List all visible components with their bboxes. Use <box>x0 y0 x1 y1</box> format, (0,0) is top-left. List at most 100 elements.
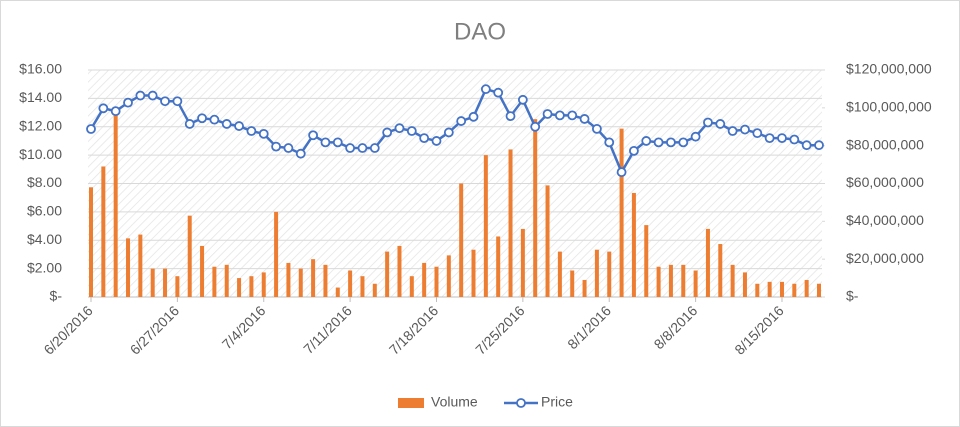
bar <box>705 228 710 297</box>
price-marker <box>727 126 738 136</box>
price-marker <box>431 136 442 146</box>
y2-tick-label: $- <box>846 288 859 304</box>
bar <box>286 262 291 297</box>
y2-tick-label: $60,000,000 <box>846 174 924 190</box>
price-marker <box>641 136 652 146</box>
bar <box>520 228 525 297</box>
price-marker <box>666 137 676 148</box>
price-marker <box>604 137 615 148</box>
bar <box>767 281 772 297</box>
price-marker <box>530 121 541 132</box>
bar <box>89 187 93 297</box>
price-marker <box>382 127 393 138</box>
y-tick-label: $- <box>50 288 63 304</box>
price-marker <box>246 126 257 136</box>
y-tick-label: $12.00 <box>19 117 62 133</box>
bar <box>422 262 427 297</box>
bar <box>335 287 340 297</box>
bar <box>224 264 229 297</box>
bar <box>298 268 303 297</box>
price-marker <box>271 141 281 152</box>
bar <box>249 276 254 297</box>
bar <box>150 268 155 297</box>
bar <box>323 264 328 297</box>
y-tick-label: $6.00 <box>27 203 62 219</box>
bar <box>792 283 797 297</box>
y-tick-label: $4.00 <box>27 231 62 247</box>
bar <box>261 272 266 297</box>
y-tick-label: $2.00 <box>27 259 62 275</box>
bar <box>656 266 661 297</box>
price-marker <box>197 113 207 124</box>
price-marker <box>123 97 133 108</box>
bar <box>311 259 316 297</box>
price-marker <box>517 94 528 105</box>
bar <box>570 270 575 297</box>
bar <box>397 245 402 297</box>
legend-label: Price <box>541 394 573 410</box>
price-marker <box>406 126 417 136</box>
bar <box>237 278 242 297</box>
price-marker <box>147 90 158 101</box>
price-marker <box>814 140 824 151</box>
bar <box>742 272 747 297</box>
y-tick-label: $8.00 <box>27 174 62 190</box>
bar <box>496 236 501 297</box>
y2-tick-label: $40,000,000 <box>846 212 924 228</box>
price-marker <box>160 96 170 107</box>
y2-tick-label: $20,000,000 <box>846 250 924 266</box>
legend-swatch <box>398 398 424 408</box>
price-marker <box>456 116 467 126</box>
y2-tick-label: $100,000,000 <box>846 99 932 115</box>
price-marker <box>542 109 553 119</box>
bar <box>471 249 476 297</box>
bar <box>668 264 673 297</box>
bar <box>582 279 587 297</box>
bar <box>187 215 192 297</box>
bar <box>372 283 377 297</box>
bar <box>138 234 143 297</box>
price-marker <box>308 130 319 141</box>
price-marker <box>789 134 800 145</box>
bar <box>681 264 686 297</box>
price-marker <box>505 111 516 122</box>
bar <box>755 283 760 297</box>
bar <box>557 251 562 297</box>
price-marker <box>394 123 405 134</box>
price-marker <box>98 103 109 114</box>
bar <box>175 276 180 297</box>
bar <box>779 281 784 297</box>
price-marker <box>172 96 183 107</box>
bar <box>446 255 451 297</box>
bar <box>644 225 649 297</box>
price-marker <box>480 84 491 95</box>
bar <box>274 211 279 297</box>
y2-tick-label: $80,000,000 <box>846 136 924 152</box>
price-marker <box>591 123 602 134</box>
bar <box>212 266 217 297</box>
bar <box>804 279 809 297</box>
price-marker <box>295 148 306 159</box>
bar <box>594 249 599 297</box>
bar <box>533 119 538 297</box>
chart-title: DAO <box>454 18 506 45</box>
bar <box>619 128 624 297</box>
price-marker <box>419 133 430 144</box>
price-marker <box>443 127 454 138</box>
price-marker <box>554 110 565 121</box>
price-marker <box>357 143 368 153</box>
price-marker <box>764 133 775 144</box>
bar <box>730 264 735 297</box>
price-marker <box>332 137 343 148</box>
y2-tick-label: $120,000,000 <box>846 61 932 77</box>
bar <box>113 111 118 297</box>
bar <box>607 251 612 297</box>
bar <box>348 270 353 297</box>
price-marker <box>801 140 812 151</box>
price-marker <box>616 167 627 178</box>
price-marker <box>369 143 380 153</box>
price-marker <box>567 110 578 121</box>
price-marker <box>752 128 763 139</box>
price-marker <box>468 111 479 122</box>
